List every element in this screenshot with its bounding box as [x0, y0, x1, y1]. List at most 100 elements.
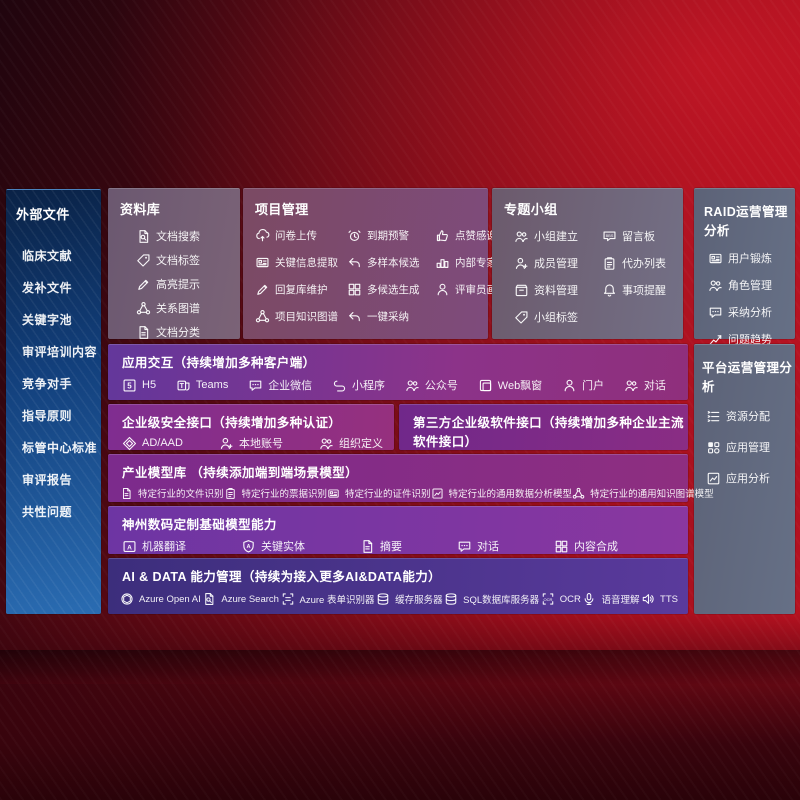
item-group-create[interactable]: 小组建立: [514, 228, 602, 244]
item-group-tag[interactable]: 小组标签: [514, 309, 602, 325]
item-web-window[interactable]: Web飘窗: [478, 377, 542, 393]
item-adopt-analysis[interactable]: 采纳分析: [708, 304, 795, 320]
item-issue-trend[interactable]: 问题趋势: [708, 331, 795, 347]
upload-icon: [255, 228, 270, 243]
item-compose[interactable]: 内容合成: [554, 538, 618, 554]
item-app-manage[interactable]: 应用管理: [706, 439, 795, 455]
item-official-account[interactable]: 公众号: [405, 377, 458, 393]
item-label: 特定行业的文件识别: [138, 489, 224, 500]
item-bbs[interactable]: BBS 留言板: [602, 228, 683, 244]
sidebar-item[interactable]: 临床文献: [22, 247, 101, 264]
item-knowledge-graph[interactable]: 项目知识图谱: [255, 309, 343, 324]
platform-title: 平台运营管理分析: [702, 361, 793, 394]
item-label: H5: [142, 379, 157, 391]
item-ad-aad[interactable]: AD/AAD: [122, 436, 183, 451]
sidebar-item[interactable]: 共性问题: [22, 503, 101, 520]
openai-icon: [120, 592, 134, 606]
item-highlight[interactable]: 高亮提示: [136, 276, 240, 292]
sidebar-item[interactable]: 标管中心标准: [22, 439, 101, 456]
item-data-model[interactable]: 特定行业的通用数据分析模型: [431, 486, 572, 500]
industry-list: 特定行业的文件识别 特定行业的票据识别 特定行业的证件识别 特定行业的通用数据分析模型…: [108, 486, 714, 500]
item-label: 特定行业的票据识别: [241, 489, 328, 500]
item-entity[interactable]: A 关键实体: [241, 538, 305, 554]
item-chat[interactable]: 对话: [457, 538, 499, 554]
project-management-panel: 项目管理 问卷上传 到期预警 点赞感谢 关键信息提取 多样本候选 内部专家排名 回复库维护多…: [243, 188, 518, 339]
item-multi-sample[interactable]: 多样本候选: [347, 255, 431, 270]
sidebar-item[interactable]: 指导原则: [22, 407, 101, 424]
item-due-warning[interactable]: 到期预警: [347, 228, 431, 243]
raid-analysis-panel: RAID运营管理分析 用户锻炼 角色管理 采纳分析 问题趋势: [694, 188, 795, 346]
info-extract-icon: [255, 255, 270, 270]
item-info-extract[interactable]: 关键信息提取: [255, 255, 343, 270]
item-teams[interactable]: T Teams: [176, 378, 228, 393]
item-speech[interactable]: 语音理解: [582, 592, 639, 606]
sidebar-item[interactable]: 审评报告: [22, 471, 101, 488]
item-org-define[interactable]: 组织定义: [319, 435, 383, 451]
group-list: 小组建立成员管理资料管理小组标签 BBS 留言板 代办列表事项提醒: [492, 218, 683, 325]
aidata-list: Azure Open AI Azure Search Azure 表单识别器 缓存服务…: [108, 592, 688, 606]
item-knowledge-model[interactable]: 特定行业的通用知识图谱模型: [572, 486, 714, 500]
item-tts[interactable]: TTS: [641, 592, 678, 606]
sidebar-item[interactable]: 竞争对手: [22, 375, 101, 392]
item-wechat-work[interactable]: 企业微信: [248, 377, 312, 393]
item-material-manage[interactable]: 资料管理: [514, 282, 602, 298]
multi-generate-icon: [347, 282, 362, 297]
item-user-card[interactable]: 用户锻炼: [708, 250, 795, 266]
library-list: 文档搜索文档标签高亮提示关系图谱文档分类: [108, 218, 240, 340]
item-summary[interactable]: 摘要: [360, 538, 402, 554]
item-doc-tag[interactable]: 文档标签: [136, 252, 240, 268]
knowledge-graph-icon: [255, 309, 270, 324]
item-h5[interactable]: 5 H5: [122, 378, 156, 393]
item-remind[interactable]: 事项提醒: [602, 282, 683, 298]
item-label: 企业微信: [268, 380, 313, 392]
sidebar-item[interactable]: 发补文件: [22, 279, 101, 296]
item-reply-maintain[interactable]: 回复库维护: [255, 282, 343, 297]
item-cache[interactable]: 缓存服务器: [376, 592, 443, 606]
item-azure-search[interactable]: Azure Search: [202, 592, 279, 606]
item-label: 指导原则: [22, 409, 73, 423]
entity-icon: A: [241, 539, 256, 554]
item-label: 特定行业的证件识别: [345, 489, 431, 500]
item-app-analysis[interactable]: 应用分析: [706, 470, 795, 486]
data-model-icon: [431, 487, 444, 500]
item-role-manage[interactable]: 角色管理: [708, 277, 795, 293]
item-id-recog[interactable]: 特定行业的证件识别: [327, 486, 431, 500]
item-ocr[interactable]: OCR OCR: [541, 592, 581, 606]
ai-data-row: AI & DATA 能力管理（持续为接入更多AI&DATA能力） Azure O…: [108, 558, 688, 614]
file-recog-icon: [120, 487, 133, 500]
item-thumbs-up[interactable]: 点赞感谢: [435, 228, 518, 243]
item-doc-category[interactable]: 文档分类: [136, 324, 240, 340]
item-openai[interactable]: Azure Open AI: [120, 592, 201, 606]
app-interaction-row: 应用交互（持续增加多种客户端） 5 H5 T Teams 企业微信 小程序 公众号 Web飘窗…: [108, 344, 688, 400]
item-relation-graph[interactable]: 关系图谱: [136, 300, 240, 316]
item-resource[interactable]: 资源分配: [706, 408, 795, 424]
svg-text:T: T: [180, 383, 185, 390]
item-translate[interactable]: A 机器翻译: [122, 538, 186, 554]
item-label: Teams: [195, 379, 229, 391]
item-member-manage[interactable]: 成员管理: [514, 255, 602, 271]
item-label: 资料管理: [534, 285, 578, 297]
item-miniprogram[interactable]: 小程序: [332, 377, 385, 393]
wechat-work-icon: [248, 378, 263, 393]
item-receipt-recog[interactable]: 特定行业的票据识别: [224, 486, 328, 500]
item-dialog[interactable]: 对话: [624, 377, 666, 393]
sidebar-item[interactable]: 关键字池: [22, 311, 101, 328]
item-portal[interactable]: 门户: [562, 377, 604, 393]
item-one-click-adopt[interactable]: 一键采纳: [347, 309, 431, 324]
item-multi-generate[interactable]: 多候选生成: [347, 282, 431, 297]
external-files-title: 外部文件: [16, 207, 70, 222]
item-todo-list[interactable]: 代办列表: [602, 255, 683, 271]
item-form-recog[interactable]: Azure 表单识别器: [281, 592, 374, 606]
thumbs-up-icon: [435, 228, 450, 243]
platform-list: 资源分配应用管理应用分析: [694, 395, 795, 486]
item-upload[interactable]: 问卷上传: [255, 228, 343, 243]
item-sql[interactable]: SQL数据库服务器: [444, 592, 539, 606]
item-label: 一键采纳: [367, 311, 409, 323]
item-label: 应用管理: [726, 442, 770, 454]
item-doc-search[interactable]: 文档搜索: [136, 228, 240, 244]
item-local-account[interactable]: 本地账号: [219, 435, 283, 451]
org-define-icon: [319, 436, 334, 451]
item-label: 关键信息提取: [275, 257, 338, 269]
sidebar-item[interactable]: 审评培训内容: [22, 343, 101, 360]
item-file-recog[interactable]: 特定行业的文件识别: [120, 486, 224, 500]
